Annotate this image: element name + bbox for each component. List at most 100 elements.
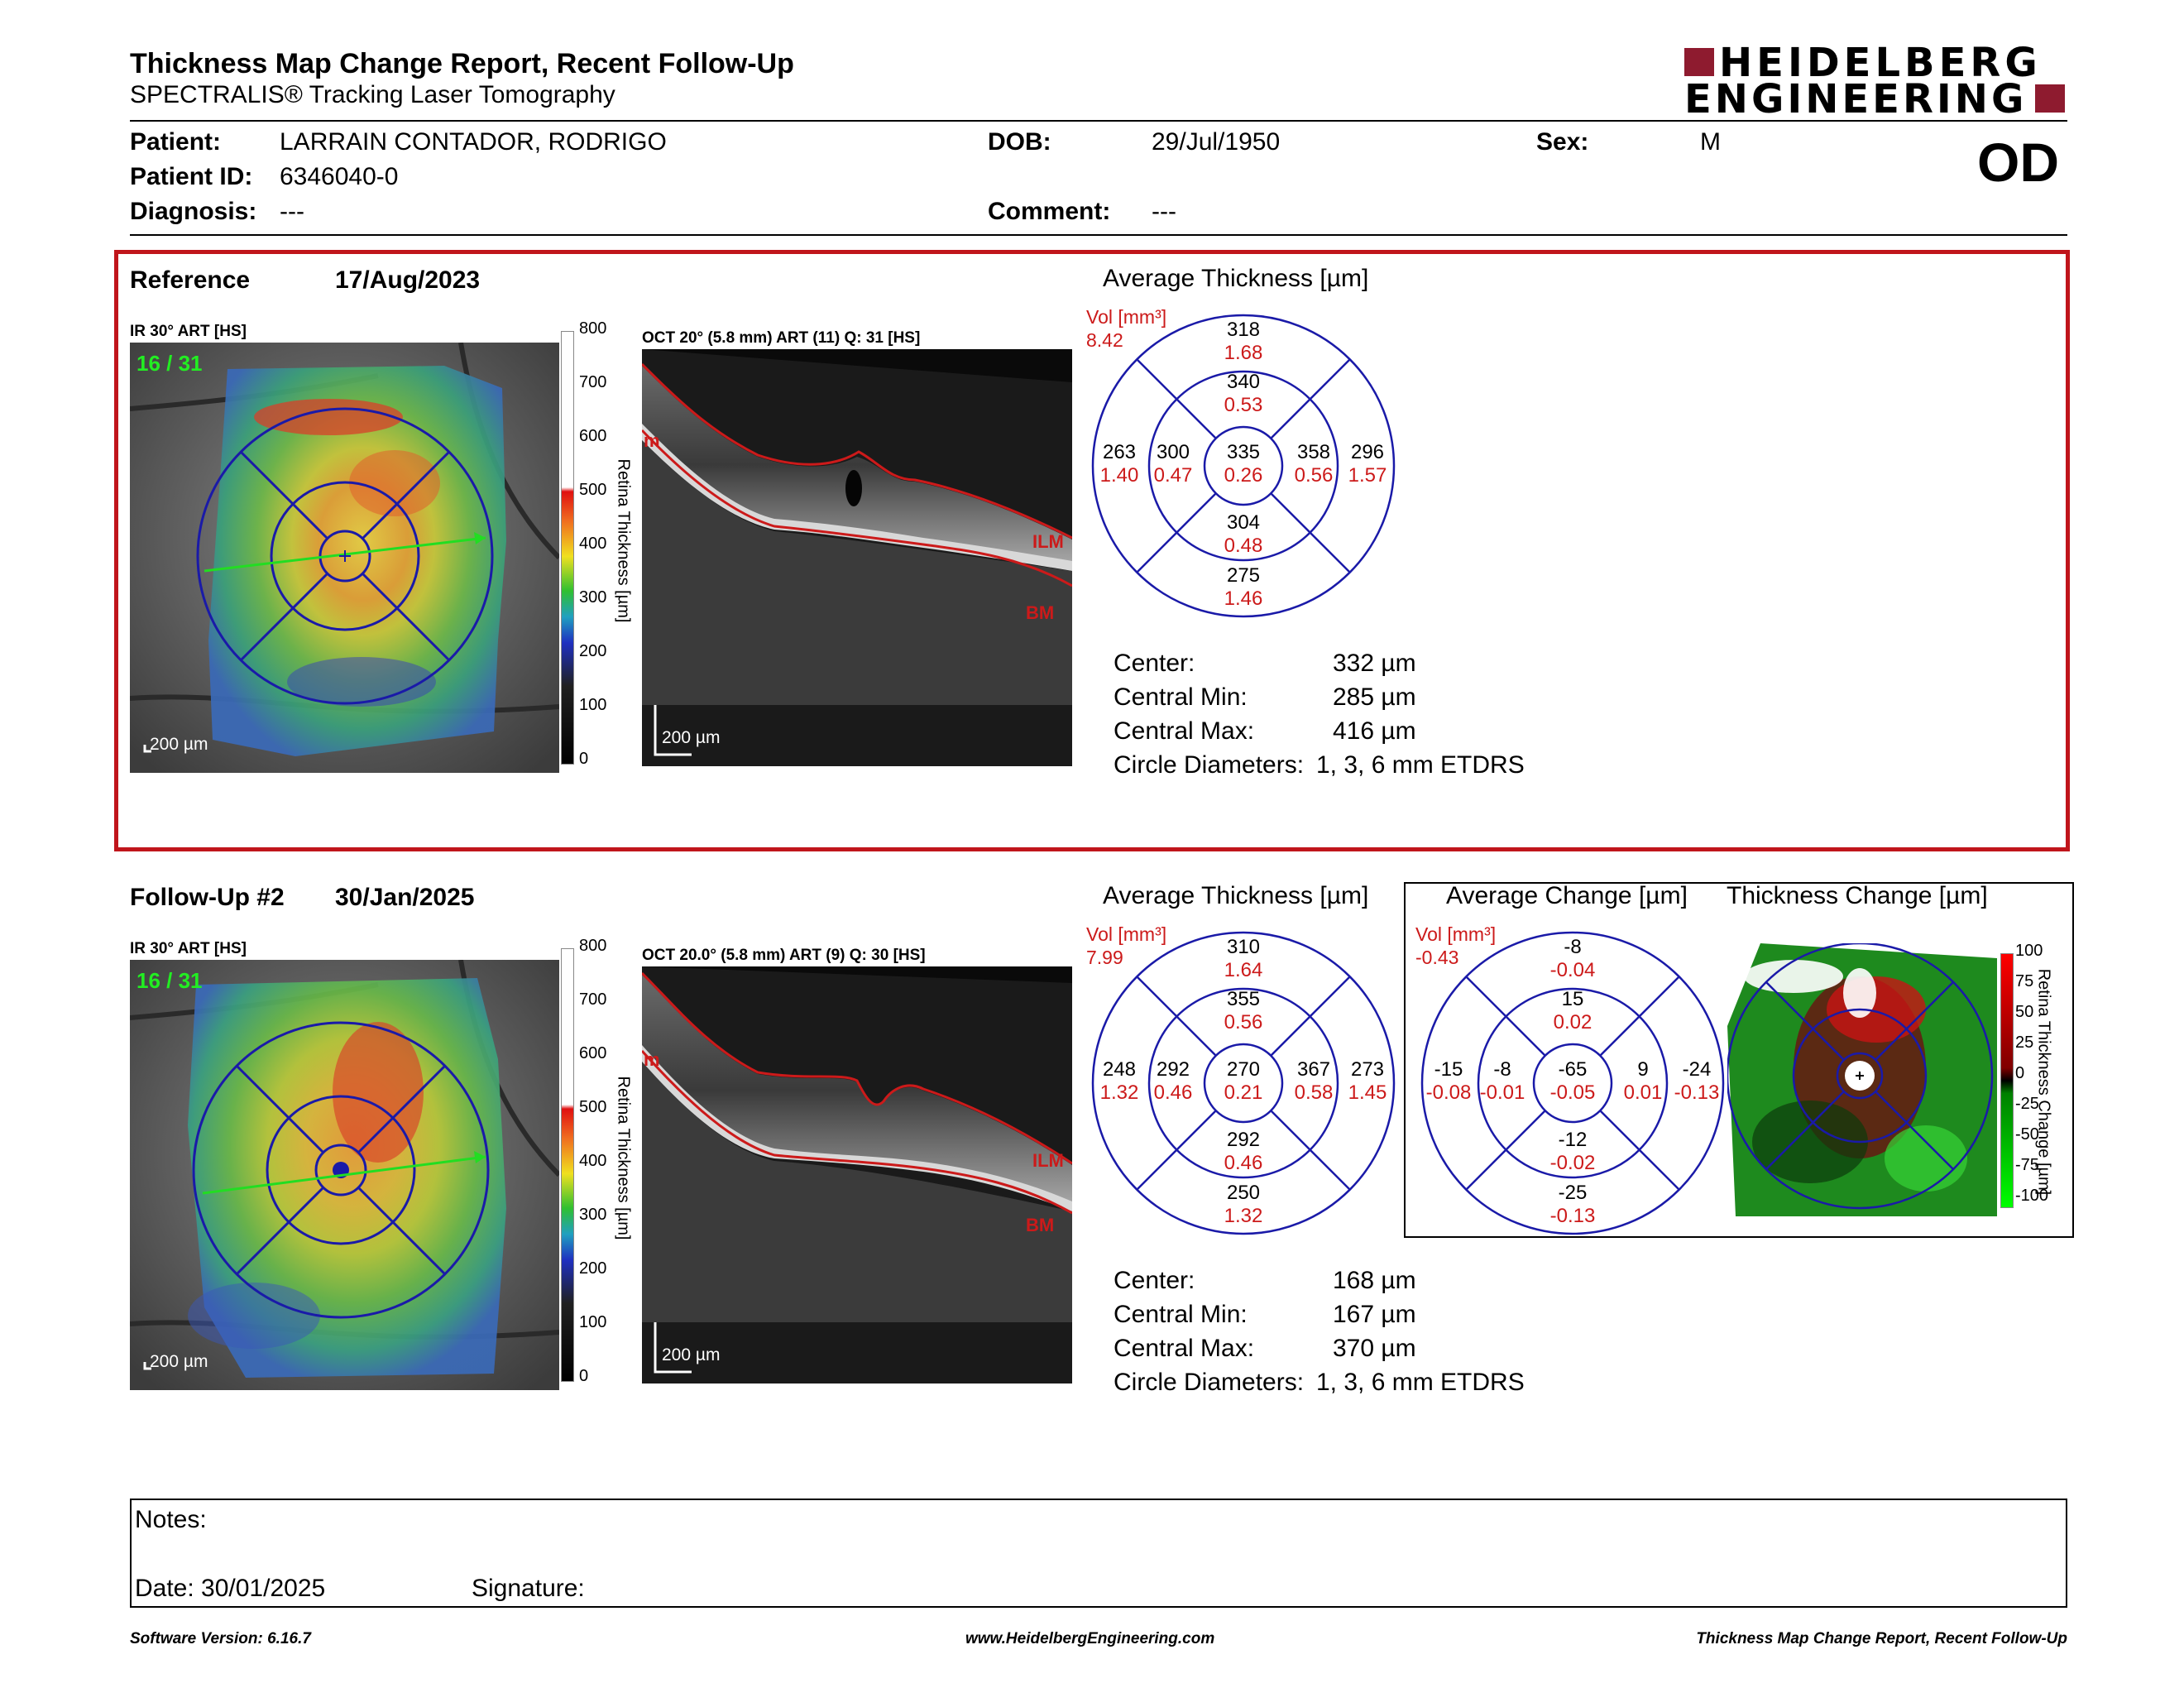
- patient-id: 6346040-0: [280, 163, 399, 190]
- tick: 0: [2015, 1064, 2025, 1082]
- reference-stats: Center: 332 µm Central Min: 285 µm Centr…: [1114, 650, 1693, 790]
- tick: 100: [579, 696, 607, 714]
- outer-right-vol: 1.57: [1348, 464, 1387, 487]
- reference-oct-title: OCT 20° (5.8 mm) ART (11) Q: 31 [HS]: [642, 329, 921, 347]
- outer-right-vol: 1.45: [1348, 1081, 1387, 1104]
- scan-arrow: [474, 532, 486, 544]
- bm-line: [642, 1049, 1072, 1215]
- inner-bottom-value: 292: [1227, 1129, 1260, 1151]
- layer-label-m: m: [644, 430, 660, 451]
- footer-report-name: Thickness Map Change Report, Recent Foll…: [1696, 1630, 2067, 1647]
- central-max-label: Central Max:: [1114, 1335, 1255, 1362]
- choroid: [642, 1062, 1072, 1322]
- outer-bottom-vol: 1.32: [1224, 1205, 1263, 1227]
- outer-bottom-value: 275: [1227, 564, 1260, 587]
- circle-diameters-value: 1, 3, 6 mm ETDRS: [1316, 751, 1525, 779]
- inner-bottom-vol: 0.46: [1224, 1152, 1263, 1174]
- tick: -100: [2015, 1187, 2049, 1205]
- followup-avg-title: Average Thickness [µm]: [1103, 882, 1369, 909]
- scan-arrow: [474, 1151, 486, 1163]
- logo-red-square-bottom: [2035, 84, 2065, 113]
- outer-bottom-value: -25: [1559, 1182, 1588, 1204]
- patient-rule: [130, 234, 2067, 236]
- ir-counter: 16 / 31: [136, 351, 203, 376]
- tick: -75: [2015, 1156, 2039, 1174]
- followup-date: 30/Jan/2025: [335, 884, 475, 911]
- signature-label: Signature:: [472, 1575, 585, 1602]
- outer-bottom-vol: -0.13: [1550, 1205, 1596, 1227]
- inner-bottom-value: -12: [1559, 1129, 1588, 1151]
- tick: 0: [579, 750, 589, 768]
- inner-top-value: 15: [1562, 988, 1584, 1010]
- tick: 400: [579, 1152, 607, 1170]
- header-rule: [130, 120, 2067, 122]
- patient-name: LARRAIN CONTADOR, RODRIGO: [280, 128, 667, 156]
- outer-bottom-value: 250: [1227, 1182, 1260, 1204]
- center-label: Center:: [1114, 650, 1195, 677]
- rpe-band: [642, 424, 1072, 571]
- retina-band: [642, 366, 1072, 564]
- outer-left-vol: -0.08: [1426, 1081, 1472, 1104]
- tick: 700: [579, 373, 607, 391]
- change-bright-region: [1744, 960, 1843, 993]
- reference-colorbar-ticks: 800 700 600 500 400 300 200 100 0: [579, 319, 629, 774]
- circle-diameters-label: Circle Diameters:: [1114, 1369, 1305, 1396]
- outer-right-value: 296: [1351, 441, 1384, 463]
- inner-right-vol: 0.58: [1295, 1081, 1334, 1104]
- inner-right-value: 358: [1297, 441, 1330, 463]
- sex-label: Sex:: [1536, 128, 1589, 156]
- change-bright-region: [1885, 1125, 1967, 1192]
- center-vol: -0.05: [1550, 1081, 1596, 1104]
- tick: 800: [579, 319, 607, 338]
- layer-label-m: m: [644, 1049, 660, 1070]
- tick: 600: [579, 1044, 607, 1062]
- reference-label: Reference: [130, 266, 251, 294]
- tick: 600: [579, 427, 607, 445]
- change-vol-label: Vol [mm³]: [1415, 923, 1497, 945]
- thickness-change-title: Thickness Change [µm]: [1727, 882, 1988, 909]
- website-link[interactable]: www.HeidelbergEngineering.com: [965, 1630, 1215, 1647]
- outer-left-vol: 1.32: [1100, 1081, 1139, 1104]
- notes-date: Date: 30/01/2025: [135, 1575, 326, 1602]
- tick: 500: [579, 1098, 607, 1116]
- thickness-map-overlay: [188, 978, 506, 1378]
- followup-stats: Center: 168 µm Central Min: 167 µm Centr…: [1114, 1267, 1693, 1407]
- logo-red-square-top: [1684, 48, 1714, 76]
- center-label: Center:: [1114, 1267, 1195, 1294]
- reference-vol-value: 8.42: [1086, 329, 1123, 351]
- reference-vol-label: Vol [mm³]: [1086, 306, 1167, 328]
- change-colorbar: [2000, 953, 2014, 1208]
- tick: 700: [579, 990, 607, 1009]
- center-value: 270: [1227, 1058, 1260, 1081]
- layer-label-ilm: ILM: [1032, 1150, 1064, 1171]
- inner-bottom-vol: -0.02: [1550, 1152, 1596, 1174]
- dob-label: DOB:: [988, 128, 1051, 156]
- outer-left-vol: 1.40: [1100, 464, 1139, 487]
- tick: 75: [2015, 972, 2034, 990]
- diagnosis-label: Diagnosis:: [130, 198, 257, 225]
- followup-oct-image: m ILM BM 200 µm: [642, 966, 1072, 1383]
- eye-label: OD: [1977, 132, 2059, 193]
- inner-bottom-vol: 0.48: [1224, 535, 1263, 557]
- inner-top-vol: 0.53: [1224, 394, 1263, 416]
- notes-label: Notes:: [135, 1506, 207, 1533]
- followup-vol-value: 7.99: [1086, 947, 1123, 968]
- heidelberg-logo: HEIDELBERG ENGINEERING: [1684, 40, 2067, 122]
- oct-scale-label: 200 µm: [662, 1345, 721, 1364]
- layer-label-bm: BM: [1026, 602, 1055, 623]
- notes-box: [130, 1499, 2067, 1608]
- followup-etdrs-grid: 310 1.64 355 0.56 248 1.32 292 0.46 270 …: [1091, 931, 1396, 1235]
- central-min-value: 167 µm: [1333, 1301, 1416, 1328]
- change-bright-region: [1843, 968, 1876, 1018]
- ir-counter: 16 / 31: [136, 968, 203, 993]
- scale-bar: [143, 1362, 151, 1370]
- rpe-band: [642, 1045, 1072, 1211]
- center-value: 335: [1227, 441, 1260, 463]
- inner-left-value: 292: [1157, 1058, 1190, 1081]
- change-etdrs-grid: -8 -0.04 15 0.02 -15 -0.08 -8 -0.01 -65 …: [1420, 931, 1725, 1235]
- inner-top-value: 340: [1227, 371, 1260, 393]
- followup-colorbar: [561, 948, 574, 1382]
- center-vol: 0.21: [1224, 1081, 1263, 1104]
- central-max-value: 416 µm: [1333, 717, 1416, 745]
- layer-label-bm: BM: [1026, 1215, 1055, 1235]
